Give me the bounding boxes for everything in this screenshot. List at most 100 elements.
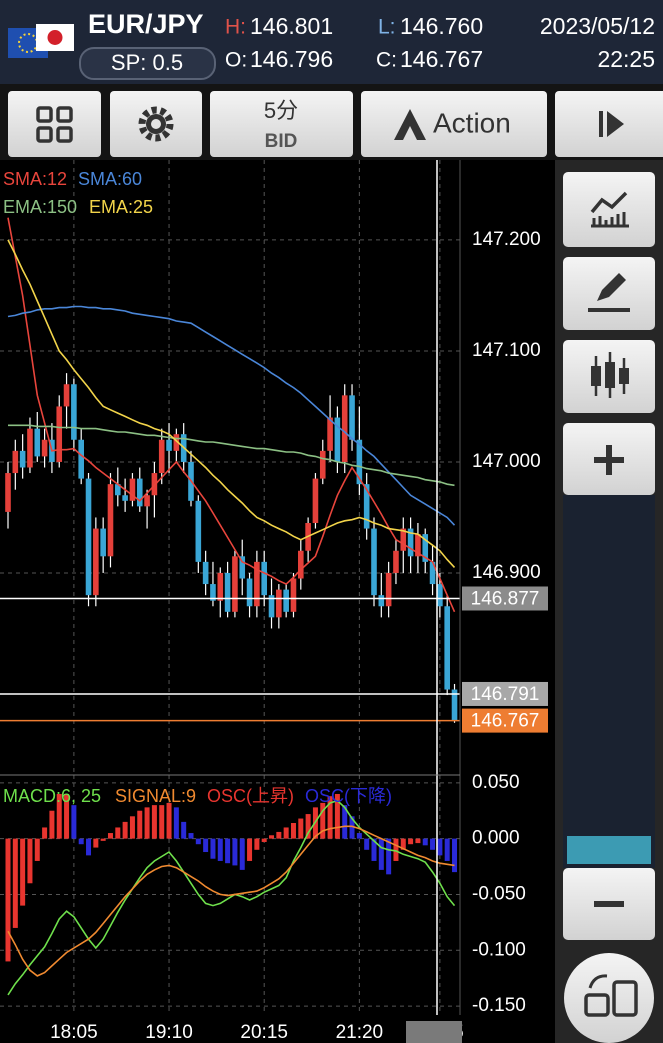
osc-bar — [247, 838, 253, 861]
y-tick-label: 0.000 — [472, 828, 520, 849]
candle-body — [246, 578, 253, 607]
osc-bar — [107, 833, 113, 839]
candle-body — [356, 439, 363, 485]
settings-button[interactable] — [110, 91, 202, 157]
candle-body — [407, 528, 414, 557]
price-panel — [0, 160, 460, 775]
legend-sma12: SMA:12 — [3, 169, 67, 189]
candle-body — [437, 584, 443, 607]
timeframe-button[interactable]: 5分 BID — [210, 91, 353, 157]
osc-bar — [349, 816, 355, 839]
osc-bar — [78, 838, 84, 845]
osc-bar — [393, 838, 399, 861]
overlay-line — [8, 424, 455, 487]
layout-switch-button[interactable] — [564, 953, 654, 1043]
osc-bar — [254, 838, 260, 850]
layout-button[interactable] — [8, 91, 101, 157]
spread: SP: 0.5 — [111, 50, 183, 75]
osc-bar — [283, 827, 289, 839]
osc-bar — [298, 818, 304, 839]
osc-bar — [239, 838, 245, 870]
macd-line — [7, 799, 456, 996]
overlay-line — [7, 239, 456, 568]
candle-body — [93, 528, 99, 596]
osc-bar — [437, 838, 443, 856]
osc-bar — [408, 838, 414, 845]
osc-bar — [137, 810, 143, 839]
osc-bar — [400, 838, 406, 850]
osc-bar — [166, 802, 172, 839]
osc-bar — [100, 838, 106, 841]
osc-bar — [20, 838, 26, 906]
chart-plot: 146.900 147.000 147.100 147.200 -0.150 -0.100… — [0, 160, 548, 1043]
zoom-slider[interactable] — [563, 495, 655, 868]
overlay-line — [7, 217, 456, 613]
chart-type-button[interactable] — [563, 340, 655, 413]
zoom-out-button[interactable] — [563, 868, 655, 940]
candle-body — [34, 428, 41, 457]
osc-bar — [386, 838, 392, 875]
osc-bar — [371, 838, 377, 861]
candle-body — [173, 434, 180, 451]
osc-bar — [378, 838, 384, 870]
candle-body — [210, 584, 216, 601]
price-label-box — [462, 586, 548, 611]
candle-body — [100, 528, 106, 557]
high-label: H: — [225, 16, 246, 39]
candle-body — [56, 406, 63, 462]
osc-bar — [122, 821, 128, 839]
open-value: 146.796 — [250, 46, 333, 72]
candle-body — [341, 395, 348, 462]
osc-bar — [422, 838, 428, 846]
osc-bar — [181, 821, 187, 839]
candle-body — [268, 595, 275, 618]
osc-bar — [129, 816, 135, 839]
play-button[interactable] — [555, 91, 663, 157]
candle-body — [217, 572, 224, 601]
candle-body — [334, 417, 341, 462]
candle-body — [283, 589, 289, 612]
candle-body — [349, 395, 355, 440]
osc-bar — [188, 833, 194, 839]
candle-body — [371, 528, 377, 596]
candle-body — [122, 495, 128, 501]
candle-body — [166, 439, 172, 451]
candle-body — [385, 572, 392, 607]
price-label-box — [462, 708, 548, 733]
osc-bar — [151, 805, 157, 839]
candle-body — [107, 484, 114, 557]
osc-bar — [261, 838, 267, 842]
osc-bar — [159, 805, 165, 839]
candle-body — [429, 561, 436, 585]
draw-button[interactable] — [563, 257, 655, 330]
legend-osc-up: OSC(上昇) — [207, 786, 294, 806]
candle-body — [129, 478, 136, 501]
osc-bar — [290, 823, 296, 839]
overlay-line — [7, 305, 456, 526]
low-label: L: — [378, 16, 396, 39]
legend-sma60: SMA:60 — [78, 169, 142, 189]
osc-bar — [225, 838, 231, 864]
y-tick-label: 147.200 — [472, 229, 541, 250]
osc-bar — [71, 805, 77, 839]
action-button[interactable]: Action — [361, 91, 547, 157]
candle-body — [85, 478, 92, 596]
y-tick-label: -0.150 — [472, 995, 526, 1016]
osc-bar — [86, 838, 92, 856]
osc-bar — [144, 807, 150, 839]
open-label: O: — [225, 49, 247, 72]
legend-signal: SIGNAL:9 — [115, 786, 196, 806]
candle-body — [115, 484, 121, 496]
zoom-in-button[interactable] — [563, 423, 655, 495]
candle-body — [78, 439, 84, 479]
close-label: C: — [376, 49, 397, 72]
legend-ema25: EMA:25 — [89, 197, 153, 217]
candle-body — [41, 439, 48, 457]
indicator-button[interactable] — [563, 172, 655, 247]
close-value: 146.767 — [400, 46, 483, 72]
zoom-slider-thumb[interactable] — [567, 836, 651, 864]
candle-body — [378, 595, 385, 607]
osc-bar — [49, 810, 55, 839]
candle-body — [415, 534, 421, 557]
